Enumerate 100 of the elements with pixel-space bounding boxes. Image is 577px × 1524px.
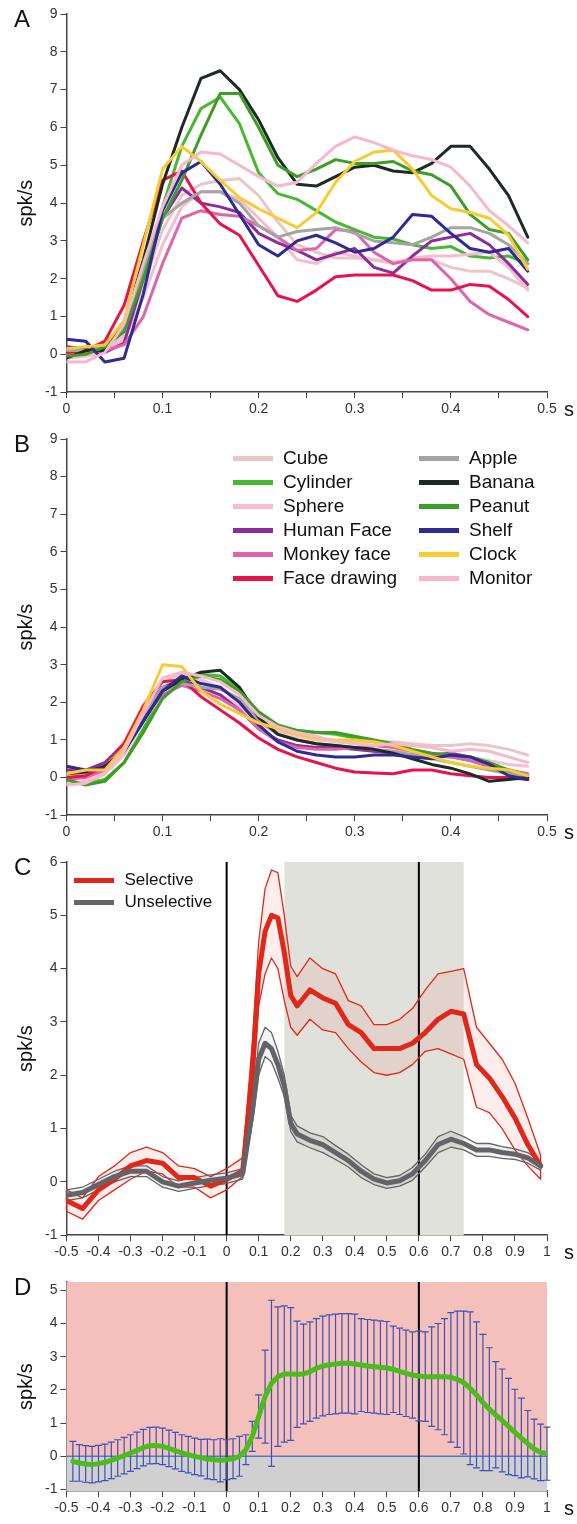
x-tick-label: 0.9 <box>505 1499 525 1516</box>
y-tick-label: 4 <box>49 959 58 976</box>
legend-label: Banana <box>469 471 535 493</box>
x-tick-label: -0.1 <box>182 1243 207 1260</box>
x-axis-title: s <box>564 397 574 420</box>
y-tick-label: 2 <box>49 269 58 286</box>
y-tick-label: 6 <box>49 542 58 559</box>
x-tick-label: 0.5 <box>377 1243 397 1260</box>
legend-label: Cube <box>283 447 329 469</box>
y-tick-label: 6 <box>49 118 58 135</box>
y-tick-label: 4 <box>49 617 58 634</box>
legend-label: Face drawing <box>283 567 398 589</box>
x-tick-label: 1 <box>543 1243 552 1260</box>
y-tick-label: 4 <box>49 193 58 210</box>
x-axis-title: s <box>564 820 574 843</box>
legend-label: Selective <box>124 870 194 890</box>
x-tick-label: 0.1 <box>152 400 173 417</box>
x-tick-label: 0.7 <box>441 1499 461 1516</box>
y-tick-label: 9 <box>49 429 58 446</box>
x-tick-label: 0.4 <box>345 1499 365 1516</box>
y-tick-label: 6 <box>49 852 58 869</box>
y-tick-label: 3 <box>49 231 58 248</box>
y-tick-label: 8 <box>49 42 58 59</box>
legend-label: Shelf <box>469 519 513 541</box>
x-tick-label: 0.5 <box>377 1499 397 1516</box>
x-axis-title: s <box>564 1240 574 1263</box>
x-tick-label: -0.4 <box>86 1243 111 1260</box>
x-tick-label: -0.3 <box>118 1243 143 1260</box>
y-tick-label: 1 <box>49 1119 58 1136</box>
y-tick-label: 1 <box>49 1413 58 1430</box>
chart-title: A <box>14 4 31 32</box>
y-tick-label: 1 <box>49 307 58 324</box>
legend-label: Apple <box>469 447 518 469</box>
x-tick-label: 0 <box>222 1243 231 1260</box>
x-tick-label: -0.5 <box>54 1499 79 1516</box>
y-tick-label: 1 <box>49 730 58 747</box>
x-tick-label: 0.3 <box>313 1243 333 1260</box>
legend-label: Monitor <box>469 567 533 589</box>
y-tick-label: 2 <box>49 693 58 710</box>
x-tick-label: 0.8 <box>473 1243 493 1260</box>
legend-label: Human Face <box>283 519 392 541</box>
legend-label: Monkey face <box>283 543 391 565</box>
x-tick-label: 0 <box>62 400 71 417</box>
x-tick-label: 0.2 <box>280 1499 301 1516</box>
x-tick-label: 0.4 <box>441 400 461 417</box>
y-tick-label: 3 <box>49 1347 58 1364</box>
y-tick-label: -1 <box>45 1226 58 1243</box>
x-tick-label: 0.2 <box>280 1243 301 1260</box>
y-tick-label: 2 <box>49 1380 58 1397</box>
x-tick-label: 0.5 <box>537 400 557 417</box>
y-tick-label: 3 <box>49 655 58 672</box>
x-tick-label: -0.4 <box>86 1499 111 1516</box>
chart-title: B <box>14 429 31 457</box>
x-tick-label: 1 <box>543 1499 552 1516</box>
y-tick-label: 9 <box>49 4 58 21</box>
x-tick-label: 0 <box>62 823 71 840</box>
x-tick-label: 0.8 <box>473 1499 493 1516</box>
chart-title: D <box>14 1272 32 1300</box>
y-tick-label: 7 <box>49 80 58 97</box>
y-tick-label: 8 <box>49 467 58 484</box>
y-tick-label: 2 <box>49 1066 58 1083</box>
y-axis-title: spk/s <box>13 1363 36 1410</box>
x-tick-label: 0.3 <box>345 823 365 840</box>
x-tick-label: 0.2 <box>248 823 269 840</box>
y-tick-label: 0 <box>49 768 58 785</box>
chart-title: C <box>14 852 32 880</box>
y-tick-label: -1 <box>45 1480 58 1497</box>
x-tick-label: 0.2 <box>248 400 269 417</box>
x-tick-label: -0.3 <box>118 1499 143 1516</box>
x-tick-label: 0.7 <box>441 1243 461 1260</box>
legend-label: Unselective <box>124 892 213 912</box>
y-tick-label: 5 <box>49 1281 58 1298</box>
x-tick-label: 0.4 <box>345 1243 365 1260</box>
legend-label: Cylinder <box>283 471 353 493</box>
x-tick-label: 0.1 <box>248 1499 269 1516</box>
x-tick-label: 0 <box>222 1499 231 1516</box>
y-tick-label: 3 <box>49 1012 58 1029</box>
y-tick-label: 5 <box>49 580 58 597</box>
y-axis-title: spk/s <box>13 603 36 651</box>
y-tick-label: 7 <box>49 505 58 522</box>
y-tick-label: 0 <box>49 1447 58 1464</box>
x-tick-label: -0.5 <box>54 1243 79 1260</box>
y-tick-label: 4 <box>49 1314 58 1331</box>
y-tick-label: 0 <box>49 345 58 362</box>
y-axis-title: spk/s <box>13 179 36 227</box>
legend-label: Clock <box>469 543 517 565</box>
y-tick-label: 5 <box>49 906 58 923</box>
x-tick-label: 0.3 <box>313 1499 333 1516</box>
x-tick-label: 0.5 <box>537 823 557 840</box>
y-tick-label: 5 <box>49 156 58 173</box>
x-tick-label: -0.2 <box>150 1243 175 1260</box>
x-tick-label: 0.3 <box>345 400 365 417</box>
y-tick-label: -1 <box>45 383 58 400</box>
y-tick-label: 0 <box>49 1172 58 1189</box>
x-tick-label: 0.4 <box>441 823 461 840</box>
y-axis-title: spk/s <box>13 1025 36 1072</box>
x-tick-label: -0.1 <box>182 1499 207 1516</box>
x-tick-label: 0.6 <box>409 1499 429 1516</box>
y-tick-label: -1 <box>45 806 58 823</box>
x-tick-label: 0.1 <box>248 1243 269 1260</box>
